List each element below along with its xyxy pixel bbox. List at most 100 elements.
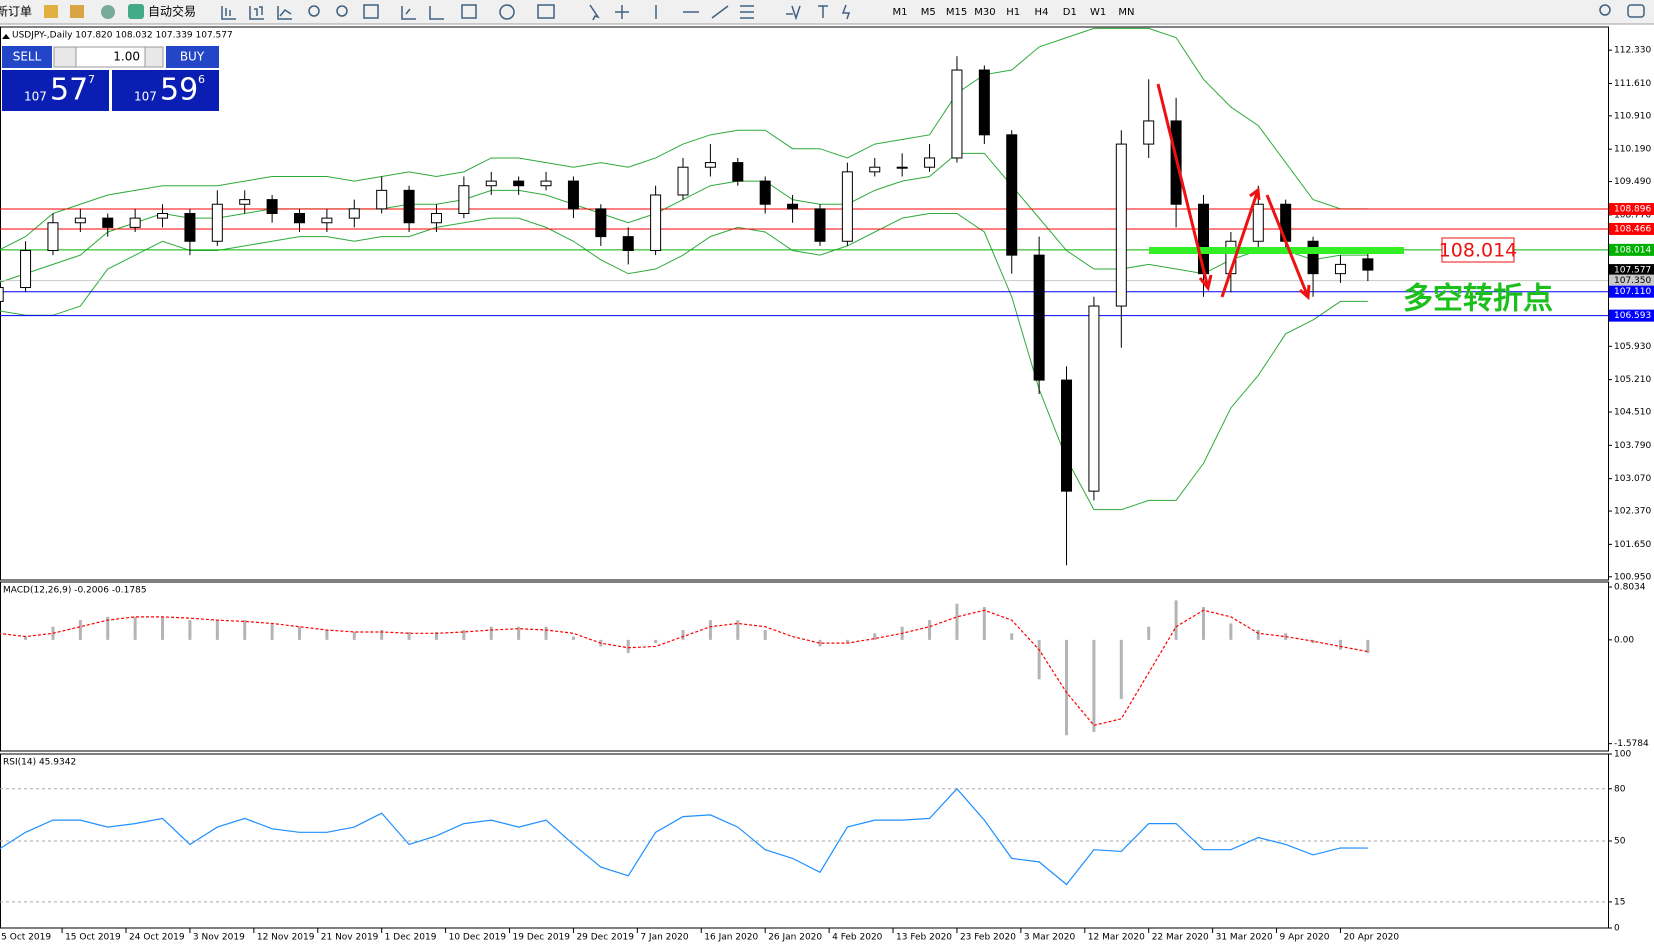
chart-panel: USDJPY-,Daily 107.820 108.032 107.339 10…: [0, 26, 1654, 582]
price-level-tag: [1609, 274, 1654, 287]
sell-button[interactable]: [2, 46, 52, 68]
macd-bar: [1229, 623, 1233, 640]
y-tick-label: 101.650: [1614, 540, 1651, 550]
macd-bar: [161, 616, 165, 640]
lots-down[interactable]: [53, 46, 77, 68]
icon[interactable]: [101, 5, 115, 19]
candle-body: [184, 212, 196, 242]
candle-body: [458, 185, 470, 214]
plot: [0, 27, 1608, 566]
x-tick-label: 1 Dec 2019: [385, 933, 437, 943]
macd-bar: [1010, 633, 1014, 640]
toolbar: 新订单 自动交易: [0, 0, 1654, 25]
price-level-label: 108.014: [1614, 245, 1651, 255]
icon[interactable]: [277, 6, 292, 20]
lots-value[interactable]: 1.00: [113, 50, 140, 64]
candle-body: [951, 69, 963, 159]
toolbar-bg: [0, 0, 1654, 24]
auto-trade-button[interactable]: 自动交易: [148, 4, 196, 19]
macd-bar: [407, 631, 411, 640]
candle-body: [0, 287, 4, 302]
periods[interactable]: [499, 4, 515, 20]
y-tick-label: 112.330: [1614, 46, 1651, 56]
x-tick-label: 5 Oct 2019: [1, 933, 51, 943]
macd-bar: [462, 630, 466, 640]
x-tick-label: 19 Dec 2019: [513, 933, 571, 943]
x-tick-label: 12 Nov 2019: [257, 933, 315, 943]
drawing-tools[interactable]: [786, 5, 828, 21]
price-level-tag: [1609, 243, 1654, 256]
macd-bar: [1119, 639, 1123, 700]
icon[interactable]: [70, 5, 84, 18]
icon[interactable]: [429, 6, 444, 20]
buy-price-pips: 59: [160, 73, 198, 108]
icon[interactable]: [44, 5, 58, 18]
candle-body: [814, 208, 826, 242]
macd-bar: [763, 630, 767, 640]
timeframe-button[interactable]: W1: [1090, 7, 1106, 18]
buy-price-box[interactable]: [112, 70, 219, 111]
timeframe-button[interactable]: H1: [1006, 7, 1020, 18]
panel-title: RSI(14) 45.9342: [3, 758, 76, 768]
macd-bar: [681, 630, 685, 640]
icon[interactable]: [363, 4, 379, 19]
candle-body: [1197, 203, 1209, 275]
candle-body: [1061, 379, 1073, 492]
timeframe-button[interactable]: M1: [893, 7, 908, 18]
buy-price-big: 107: [134, 90, 157, 104]
price-level-label: 106.593: [1614, 311, 1651, 321]
price-level-label: 107.577: [1614, 266, 1651, 276]
plot: [0, 787, 1608, 903]
timeframe-button[interactable]: M15: [946, 7, 967, 18]
rsi-line: [0, 787, 1368, 886]
zoom-in[interactable]: [308, 5, 320, 17]
x-tick-label: 23 Feb 2020: [960, 933, 1016, 943]
y-tick-label: 105.930: [1614, 342, 1651, 352]
macd-bar: [106, 616, 110, 640]
drawing-tools[interactable]: [589, 4, 851, 21]
price-level-tag: [1609, 264, 1654, 277]
sell-price-box[interactable]: [2, 70, 109, 111]
macd-bar: [982, 606, 986, 640]
macd-bar: [873, 633, 877, 640]
sell-price-pips: 57: [50, 73, 88, 108]
macd-bar: [955, 603, 959, 640]
icon[interactable]: [221, 6, 236, 20]
candle-body: [869, 166, 881, 173]
candle-body: [430, 212, 442, 224]
candle-body: [924, 157, 936, 168]
timeframe-button[interactable]: D1: [1063, 7, 1077, 18]
y-tick-label: 105.210: [1614, 375, 1651, 385]
timeframe-button[interactable]: H4: [1035, 7, 1049, 18]
timeframe-button[interactable]: MN: [1118, 7, 1134, 18]
indicators[interactable]: [461, 4, 477, 19]
new-order-button[interactable]: 新订单: [0, 4, 32, 19]
sell-label[interactable]: SELL: [13, 50, 42, 64]
lots-up[interactable]: [144, 46, 164, 68]
level-note: 108.014: [1439, 240, 1518, 262]
icon[interactable]: [401, 6, 416, 20]
turning-point-note: 多空转折点: [1403, 282, 1553, 317]
timeframe-button[interactable]: M30: [974, 7, 995, 18]
candle-body: [485, 180, 497, 187]
auto-trade-icon[interactable]: [128, 4, 144, 19]
zoom-out[interactable]: [336, 5, 348, 17]
templates[interactable]: [537, 4, 555, 19]
icon[interactable]: [249, 6, 264, 20]
trade-panel: SELL 1.00 BUY 107 57 7 107 59 6: [2, 46, 219, 111]
candle-body: [239, 199, 251, 205]
macd-bar: [1037, 639, 1041, 680]
buy-label[interactable]: BUY: [180, 50, 205, 64]
sell-price-big: 107: [24, 90, 47, 104]
candle-body: [1334, 263, 1346, 275]
price-level-tag: [1609, 222, 1654, 235]
candle-body: [321, 217, 333, 224]
chat[interactable]: [1627, 4, 1645, 18]
y-tick-label: 100: [1614, 750, 1631, 760]
search[interactable]: [1599, 4, 1611, 16]
buy-button[interactable]: [166, 46, 219, 68]
panel-frame: [0, 581, 1609, 752]
timeframe-button[interactable]: M5: [921, 7, 936, 18]
collapse-icon: [2, 34, 10, 39]
